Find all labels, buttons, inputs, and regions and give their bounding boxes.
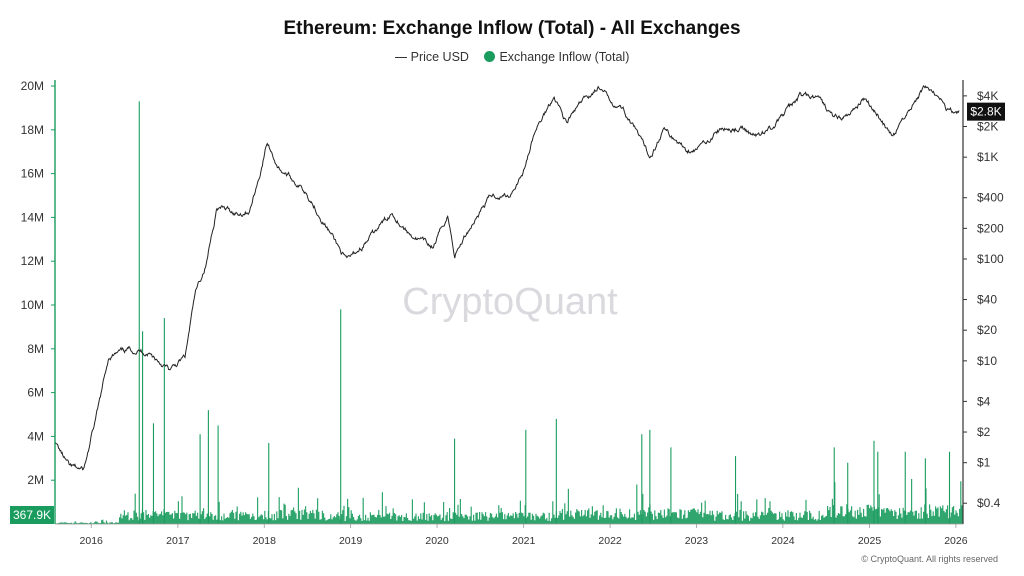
right-tick-label: $0.4 <box>977 496 1001 510</box>
right-tick-label: $400 <box>977 191 1004 205</box>
left-tick-label: 16M <box>21 167 44 181</box>
current-inflow-badge-bg <box>10 506 54 524</box>
legend-item-price[interactable]: Price USD <box>394 50 469 64</box>
price-line <box>54 85 960 471</box>
right-tick-label: $40 <box>977 293 997 307</box>
right-tick-label: $4 <box>977 394 991 408</box>
price-series <box>54 85 960 471</box>
x-tick-label: 2024 <box>771 535 795 547</box>
current-value-badges: 367.9K $2.8K <box>10 102 1005 524</box>
left-tick-label: 18M <box>21 123 44 137</box>
right-tick-label: $1 <box>977 456 991 470</box>
axes <box>54 80 964 525</box>
chart-title: Ethereum: Exchange Inflow (Total) - All … <box>283 18 741 39</box>
x-tick-label: 2022 <box>598 535 622 547</box>
current-price-badge: $2.8K <box>970 105 1001 119</box>
x-axis-ticks: 2016 2017 2018 2019 2020 2021 2022 2023 2024 2025… <box>80 524 968 547</box>
right-tick-label: $200 <box>977 221 1004 235</box>
x-tick-label: 2025 <box>858 535 882 547</box>
right-tick-label: $2 <box>977 425 991 439</box>
legend-label-price: Price USD <box>410 50 469 64</box>
x-tick-label: 2018 <box>253 535 277 547</box>
left-tick-label: 6M <box>27 386 44 400</box>
legend-line-icon <box>394 57 407 59</box>
x-tick-label: 2019 <box>339 535 363 547</box>
left-tick-label: 14M <box>21 210 44 224</box>
current-inflow-badge: 367.9K <box>13 508 51 522</box>
left-axis-ticks: 20M 18M 16M 14M 12M 10M 8M 6M 4M 2M <box>21 79 55 487</box>
inflow-bar-floor <box>55 479 963 524</box>
left-tick-label: 20M <box>21 79 44 93</box>
x-tick-label: 2023 <box>685 535 709 547</box>
right-tick-label: $1K <box>977 150 998 164</box>
left-tick-label: 2M <box>27 473 44 487</box>
right-tick-label: $20 <box>977 323 997 337</box>
right-tick-label: $4K <box>977 89 998 103</box>
legend-dot-icon <box>484 51 496 62</box>
current-price-badge-bg <box>967 102 1005 121</box>
inflow-bars <box>55 101 963 524</box>
left-tick-label: 10M <box>21 298 44 312</box>
x-tick-label: 2016 <box>80 535 104 547</box>
left-tick-label: 4M <box>27 429 44 443</box>
watermark: CryptoQuant <box>402 281 618 323</box>
right-tick-label: $10 <box>977 354 997 368</box>
right-axis-ticks: $4K $2K $1K $400 $200 $100 $40 $20 $10 $4 $2 $1 $0.4 <box>963 89 1004 510</box>
legend: Price USD Exchange Inflow (Total) <box>0 50 1024 64</box>
copyright-footer: © CryptoQuant. All rights reserved <box>861 554 998 564</box>
x-tick-label: 2021 <box>512 535 536 547</box>
x-tick-label: 2017 <box>166 535 190 547</box>
left-tick-label: 8M <box>27 342 44 356</box>
legend-item-inflow[interactable]: Exchange Inflow (Total) <box>484 50 629 64</box>
right-tick-label: $100 <box>977 252 1004 266</box>
x-tick-label: 2026 <box>944 535 968 547</box>
legend-label-inflow: Exchange Inflow (Total) <box>499 50 630 64</box>
left-tick-label: 12M <box>21 254 44 268</box>
right-tick-label: $2K <box>977 120 998 134</box>
x-tick-label: 2020 <box>425 535 449 547</box>
